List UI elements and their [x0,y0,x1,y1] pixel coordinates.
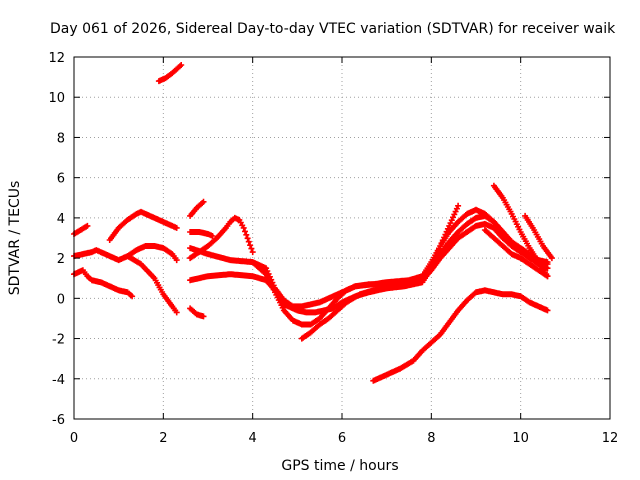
x-tick-label: 6 [338,431,346,446]
series-pass-09 [187,214,256,262]
y-tick-label: 8 [57,131,65,146]
series-points [124,253,180,316]
series-points [187,214,256,262]
series-points [370,287,551,384]
y-tick-label: 6 [57,172,65,187]
series-pass-06 [155,62,185,85]
series-pass-05 [124,253,180,316]
series-points [490,182,551,280]
series-pass-18 [481,227,551,280]
series-points [481,227,551,280]
y-tick-label: -4 [52,373,65,388]
series-pass-15 [370,287,551,384]
series-pass-07 [187,198,207,219]
grid [74,57,610,419]
y-tick-label: 0 [57,292,65,307]
chart-title: Day 061 of 2026, Sidereal Day-to-day VTE… [50,21,616,37]
series-points [522,212,555,262]
series-pass-11 [187,220,551,316]
series-pass-17 [522,212,555,262]
series-points [71,267,136,300]
series-points [187,198,207,219]
series-points [155,62,185,85]
series-pass-10 [187,305,207,320]
y-tick-label: 12 [48,51,65,66]
tick-labels: 0 2 4 6 8 10 12 -6 -4 -2 0 2 4 6 8 10 12 [48,51,618,446]
series-pass-03 [71,267,136,300]
y-tick-label: 4 [57,212,65,227]
y-tick-label: 10 [48,91,65,106]
series-pass-08 [187,229,216,239]
y-tick-label: -6 [52,413,65,428]
series-pass-13 [249,206,551,328]
x-tick-label: 8 [427,431,435,446]
y-axis-label: SDTVAR / TECUs [7,181,23,296]
x-tick-label: 4 [249,431,257,446]
series-points [187,229,216,239]
series-points [249,206,551,328]
series-pass-04 [106,208,180,243]
axis-ticks [73,56,611,420]
series-points [187,305,207,320]
series-points [106,208,180,243]
y-tick-label: -2 [52,333,65,348]
x-tick-label: 0 [70,431,78,446]
x-tick-label: 12 [602,431,619,446]
data-points [71,62,555,384]
x-axis-label: GPS time / hours [281,458,398,474]
series-pass-14 [298,202,462,342]
series-points [187,220,551,316]
x-tick-label: 10 [512,431,529,446]
series-points [298,202,462,342]
x-tick-label: 2 [159,431,167,446]
series-pass-16 [490,182,551,280]
y-tick-label: 2 [57,252,65,267]
